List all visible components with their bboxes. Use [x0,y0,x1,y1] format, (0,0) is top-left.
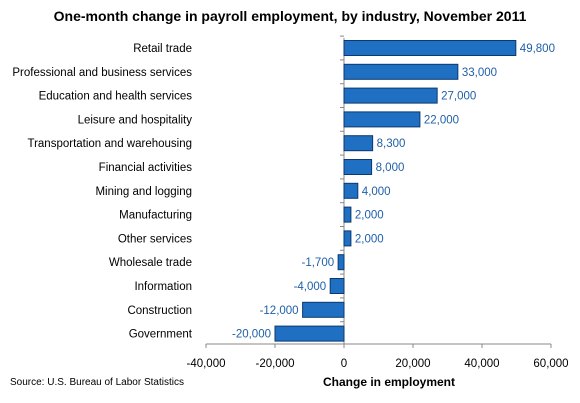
bar [343,135,374,152]
data-label: 22,000 [424,114,459,126]
x-tick-label: 40,000 [464,358,499,370]
bar [343,230,352,247]
x-tick-label: -40,000 [186,358,225,370]
x-axis-label: Change in employment [322,375,456,389]
data-label: 8,000 [376,162,405,174]
category-label: Wholesale trade [109,257,192,269]
data-label: -1,700 [302,257,335,269]
x-tick-label: -20,000 [255,358,294,370]
chart-title: One-month change in payroll employment, … [53,8,527,24]
bar [343,40,517,56]
category-label: Transportation and warehousing [27,138,192,150]
bar [343,63,459,80]
data-label: -20,000 [232,329,271,341]
bar [329,278,345,294]
category-label: Financial activities [99,162,193,174]
bar [343,159,373,175]
data-label: 8,300 [377,138,406,150]
category-label: Retail trade [133,43,192,55]
data-label: 2,000 [355,210,384,222]
category-label: Manufacturing [119,210,192,222]
data-label: 49,800 [520,43,555,55]
category-label: Information [134,281,192,293]
bar [274,325,345,342]
bar [343,182,359,199]
category-label: Mining and logging [95,186,192,198]
data-label: 4,000 [362,186,391,198]
data-label: -12,000 [260,305,299,317]
x-tick-label: 0 [341,358,347,370]
category-label: Education and health services [39,91,193,103]
data-label: 27,000 [441,91,476,103]
bar [343,87,438,104]
category-label: Professional and business services [12,67,192,79]
data-label: -4,000 [294,281,327,293]
data-label: 2,000 [355,233,384,245]
category-label: Leisure and hospitality [78,114,193,126]
bar [343,111,421,128]
category-label: Government [129,329,193,341]
category-label: Construction [127,305,192,317]
category-label: Other services [118,233,192,245]
bar [343,206,352,223]
bar [337,254,345,271]
source-note: Source: U.S. Bureau of Labor Statistics [10,377,184,388]
x-tick-label: 60,000 [533,358,568,370]
data-label: 33,000 [462,67,497,79]
bar [302,301,345,318]
x-tick-label: 20,000 [395,358,430,370]
